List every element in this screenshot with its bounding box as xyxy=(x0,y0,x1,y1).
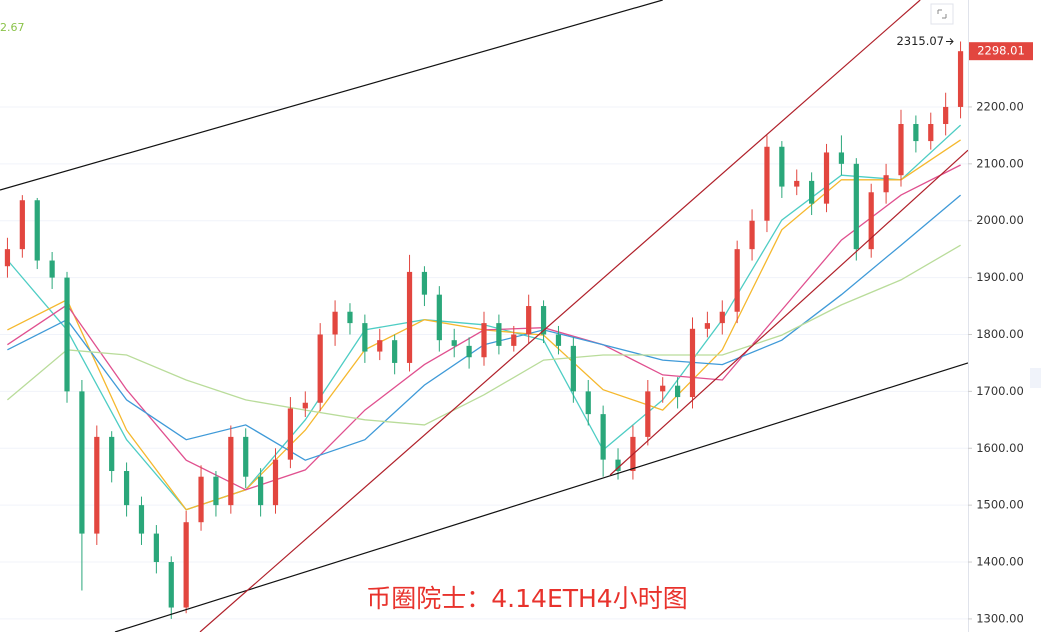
candle-body xyxy=(19,200,25,250)
candle-body xyxy=(228,436,234,506)
high-price-arrow xyxy=(946,38,954,45)
candle-body xyxy=(213,476,219,506)
trend-line xyxy=(0,0,663,191)
candle-body xyxy=(377,340,383,352)
candle-body xyxy=(123,471,130,506)
candle-body xyxy=(109,436,115,472)
candle-body xyxy=(898,124,904,176)
candle-body xyxy=(853,163,859,250)
candle-body xyxy=(645,391,651,437)
trend-line xyxy=(609,149,969,476)
candle-body xyxy=(153,533,159,563)
candle-body xyxy=(481,323,487,358)
candle-body xyxy=(540,306,547,335)
candle-body xyxy=(64,277,70,392)
side-handle[interactable] xyxy=(1030,368,1041,388)
candle-body xyxy=(809,180,815,204)
y-tick-label: 1600.00 xyxy=(976,441,1024,455)
candle-body xyxy=(868,192,874,250)
candle-body xyxy=(34,200,40,261)
candle-body xyxy=(957,51,964,107)
trend-line xyxy=(199,0,921,633)
candle-body xyxy=(198,476,204,523)
candle-body xyxy=(749,220,755,250)
candle-body xyxy=(406,271,413,363)
candle-body xyxy=(332,311,338,335)
candle-body xyxy=(734,249,740,312)
y-tick-label: 1400.00 xyxy=(976,555,1024,569)
candle-body xyxy=(243,436,249,477)
candle-body xyxy=(168,562,174,608)
candle-body xyxy=(49,260,55,278)
candle-body xyxy=(674,385,681,398)
candle-body xyxy=(436,294,442,341)
candle-body xyxy=(883,175,889,193)
y-tick-label: 1700.00 xyxy=(976,384,1024,398)
candle-body xyxy=(600,414,606,460)
watermark-title: 币圈院士：4.14ETH4小时图 xyxy=(366,584,687,613)
candle-body xyxy=(94,436,100,534)
expand-icon xyxy=(937,9,947,19)
candle-body xyxy=(794,180,800,187)
expand-button[interactable] xyxy=(930,3,954,25)
y-axis: 1300.00 1400.00 1500.00 1600.00 1700.00 1800.… xyxy=(968,99,1024,625)
candle-body xyxy=(272,459,279,506)
high-price-label: 2315.07 xyxy=(896,34,944,48)
candle-body xyxy=(928,124,934,142)
indicator-label: 2.67 xyxy=(0,21,25,34)
candle-body xyxy=(943,106,949,125)
candle-body xyxy=(287,408,294,460)
candle-body xyxy=(362,323,368,352)
candle-body xyxy=(838,152,845,164)
y-tick-label: 2000.00 xyxy=(976,213,1024,227)
candle-body xyxy=(689,328,696,398)
candle-body xyxy=(660,385,666,392)
candle-body xyxy=(526,306,532,335)
trend-line xyxy=(114,362,969,633)
candle-body xyxy=(823,152,830,204)
candle-body xyxy=(913,124,919,142)
candle-body xyxy=(79,391,85,534)
candle-body xyxy=(317,334,323,403)
y-tick-label: 1500.00 xyxy=(976,498,1024,512)
candle-body xyxy=(392,340,398,363)
candle-body xyxy=(451,340,457,346)
candle-body xyxy=(704,323,710,329)
y-tick-label: 2200.00 xyxy=(976,99,1024,113)
candle-body xyxy=(496,323,502,346)
candle-body xyxy=(719,311,725,324)
candle-body xyxy=(258,476,264,506)
candle-body xyxy=(347,311,353,324)
candle-body xyxy=(570,345,576,392)
last-price-label: 2298.01 xyxy=(977,44,1025,58)
candle-body xyxy=(615,459,621,472)
y-tick-label: 1300.00 xyxy=(976,611,1024,625)
moving-average-line xyxy=(6,244,961,426)
last-price-tag xyxy=(969,42,1033,61)
candle-body xyxy=(421,271,428,295)
y-tick-label: 1900.00 xyxy=(976,270,1024,284)
candle-body xyxy=(183,522,189,608)
y-tick-label: 1800.00 xyxy=(976,327,1024,341)
candle-body xyxy=(511,334,517,346)
plot-area xyxy=(0,0,969,633)
candle-body xyxy=(585,391,591,415)
candle-body xyxy=(138,505,145,534)
candle-body xyxy=(555,334,562,346)
candle-body xyxy=(302,402,308,409)
y-tick-label: 2100.00 xyxy=(976,156,1024,170)
candle-body xyxy=(466,345,472,358)
candle-body xyxy=(764,146,770,221)
candle-body xyxy=(779,146,785,187)
candle-body xyxy=(4,249,11,267)
